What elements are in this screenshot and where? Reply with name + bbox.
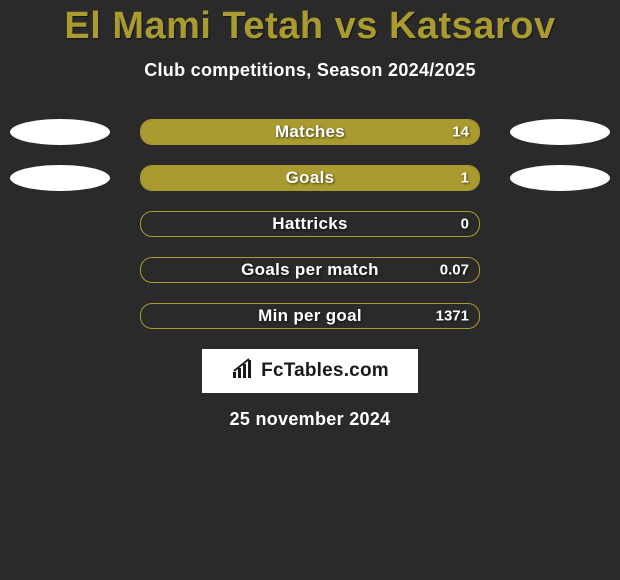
bar-label: Hattricks [272, 214, 347, 234]
left-oval [10, 165, 110, 191]
chart-icon [231, 358, 255, 385]
bar-label: Goals [286, 168, 335, 188]
bar-value: 14 [452, 124, 469, 141]
right-oval [510, 165, 610, 191]
right-spacer [510, 303, 610, 329]
stat-bar: Goals 1 [140, 165, 480, 191]
left-spacer [10, 303, 110, 329]
logo-text: FcTables.com [261, 360, 389, 382]
stat-bar: Min per goal 1371 [140, 303, 480, 329]
date-text: 25 november 2024 [0, 409, 620, 430]
stat-row: Goals 1 [0, 165, 620, 191]
bar-value: 1371 [436, 308, 469, 325]
bar-value: 1 [461, 170, 469, 187]
left-spacer [10, 257, 110, 283]
bar-label: Matches [275, 122, 345, 142]
right-spacer [510, 211, 610, 237]
stat-row: Goals per match 0.07 [0, 257, 620, 283]
bar-value: 0.07 [440, 262, 469, 279]
bar-label: Min per goal [258, 306, 362, 326]
stat-bar: Matches 14 [140, 119, 480, 145]
bar-label: Goals per match [241, 260, 379, 280]
stats-rows: Matches 14 Goals 1 Hattricks 0 Goals per match… [0, 119, 620, 329]
stat-row: Matches 14 [0, 119, 620, 145]
left-oval [10, 119, 110, 145]
stat-bar: Hattricks 0 [140, 211, 480, 237]
logo-box: FcTables.com [202, 349, 418, 393]
stat-bar: Goals per match 0.07 [140, 257, 480, 283]
bar-value: 0 [461, 216, 469, 233]
right-oval [510, 119, 610, 145]
subtitle: Club competitions, Season 2024/2025 [0, 60, 620, 81]
stats-comparison: El Mami Tetah vs Katsarov Club competiti… [0, 0, 620, 430]
left-spacer [10, 211, 110, 237]
right-spacer [510, 257, 610, 283]
stat-row: Hattricks 0 [0, 211, 620, 237]
stat-row: Min per goal 1371 [0, 303, 620, 329]
page-title: El Mami Tetah vs Katsarov [0, 5, 620, 48]
